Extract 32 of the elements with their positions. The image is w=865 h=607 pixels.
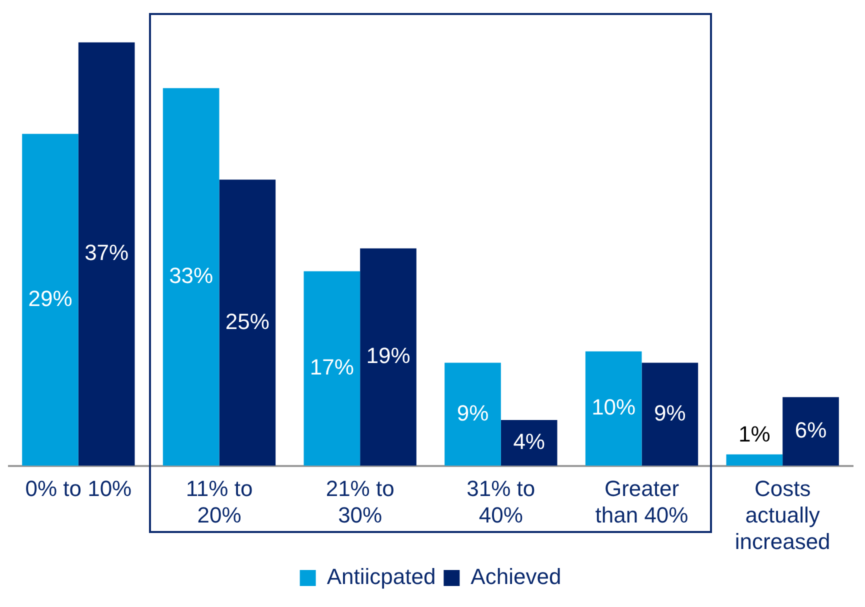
- x-tick-label: 21% to 30%: [326, 476, 394, 528]
- bar: [162, 88, 220, 466]
- x-tick-label: 0% to 10%: [25, 476, 132, 502]
- bar: [78, 42, 135, 466]
- data-label: 29%: [28, 286, 72, 311]
- data-label: 10%: [592, 394, 636, 420]
- bar: [304, 271, 360, 466]
- data-label: 9%: [654, 400, 686, 426]
- data-label: 25%: [225, 308, 270, 334]
- x-tick-label: Greater than 40%: [595, 476, 688, 528]
- bar: [585, 351, 642, 466]
- data-label: 33%: [169, 263, 214, 288]
- data-label: 6%: [794, 418, 827, 443]
- data-label: 4%: [513, 428, 545, 454]
- x-tick-label: 31% to 40%: [466, 476, 536, 528]
- bar: [444, 362, 501, 466]
- bar: [782, 397, 839, 466]
- bar: [500, 420, 558, 466]
- bar: [726, 454, 783, 466]
- bar: [642, 362, 698, 466]
- legend-label: Antiicpated: [326, 564, 436, 590]
- data-label: 1%: [738, 421, 770, 446]
- data-label: 19%: [366, 343, 410, 368]
- x-tick-label: 11% to 20%: [186, 476, 253, 528]
- x-tick-label: Costs actually increased: [734, 476, 830, 554]
- bar: [22, 134, 78, 466]
- data-label: 17%: [310, 354, 354, 380]
- bar: [360, 248, 416, 466]
- data-label: 9%: [456, 400, 489, 426]
- legend-label: Achieved: [470, 564, 562, 590]
- bar: [219, 180, 276, 466]
- data-label: 37%: [84, 240, 129, 266]
